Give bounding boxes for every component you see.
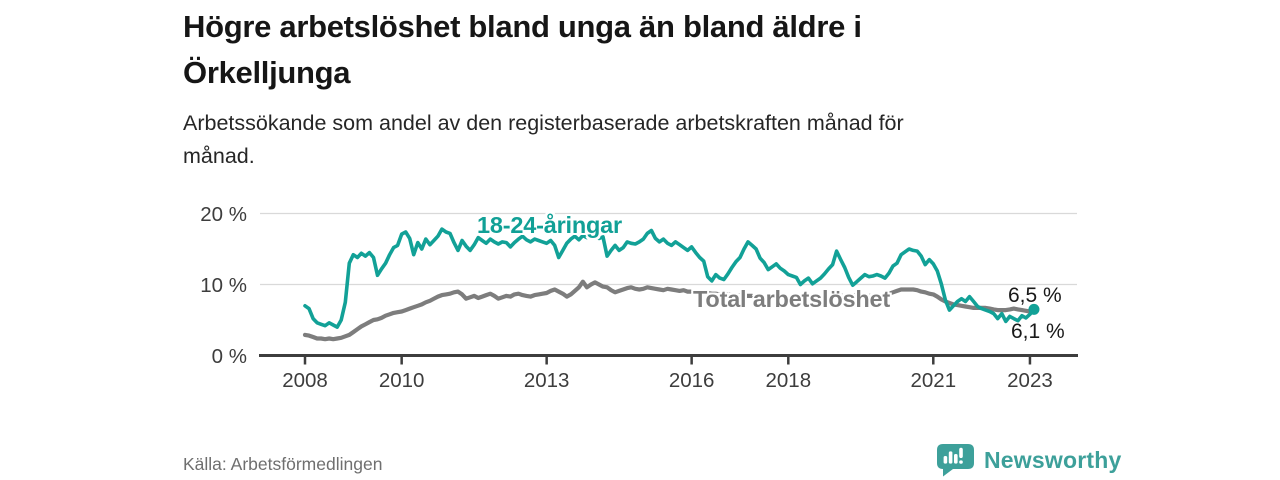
x-axis-label: 2018 — [765, 369, 811, 392]
y-axis-label: 0 % — [212, 345, 247, 368]
newsworthy-logo: Newsworthy — [936, 443, 1121, 477]
source-note: Källa: Arbetsförmedlingen — [183, 454, 383, 474]
series-label-total: Total arbetslöshet — [693, 286, 891, 312]
x-axis-label: 2013 — [524, 369, 570, 392]
x-axis-label: 2010 — [379, 369, 425, 392]
end-value-total: 6,1 % — [1011, 320, 1065, 343]
end-value-18-24: 6,5 % — [1008, 284, 1062, 307]
y-axis-label: 20 % — [200, 203, 247, 226]
chart-subtitle: Arbetssökande som andel av den registerb… — [183, 111, 904, 168]
chart-title: Högre arbetslöshet bland unga än bland ä… — [183, 9, 862, 90]
y-axis-label: 10 % — [200, 274, 247, 297]
x-axis-label: 2008 — [282, 369, 328, 392]
x-axis-label: 2021 — [910, 369, 956, 392]
x-axis-label: 2016 — [669, 369, 715, 392]
newsworthy-bar-chart-bubble-icon — [937, 444, 974, 477]
newsworthy-logo-text: Newsworthy — [984, 446, 1122, 473]
x-axis-label: 2023 — [1007, 369, 1053, 392]
series-line-1 — [302, 279, 1037, 342]
series-line-0 — [303, 227, 1036, 329]
end-point-marker — [1028, 303, 1040, 315]
series-label-18-24: 18-24-åringar — [477, 212, 622, 238]
